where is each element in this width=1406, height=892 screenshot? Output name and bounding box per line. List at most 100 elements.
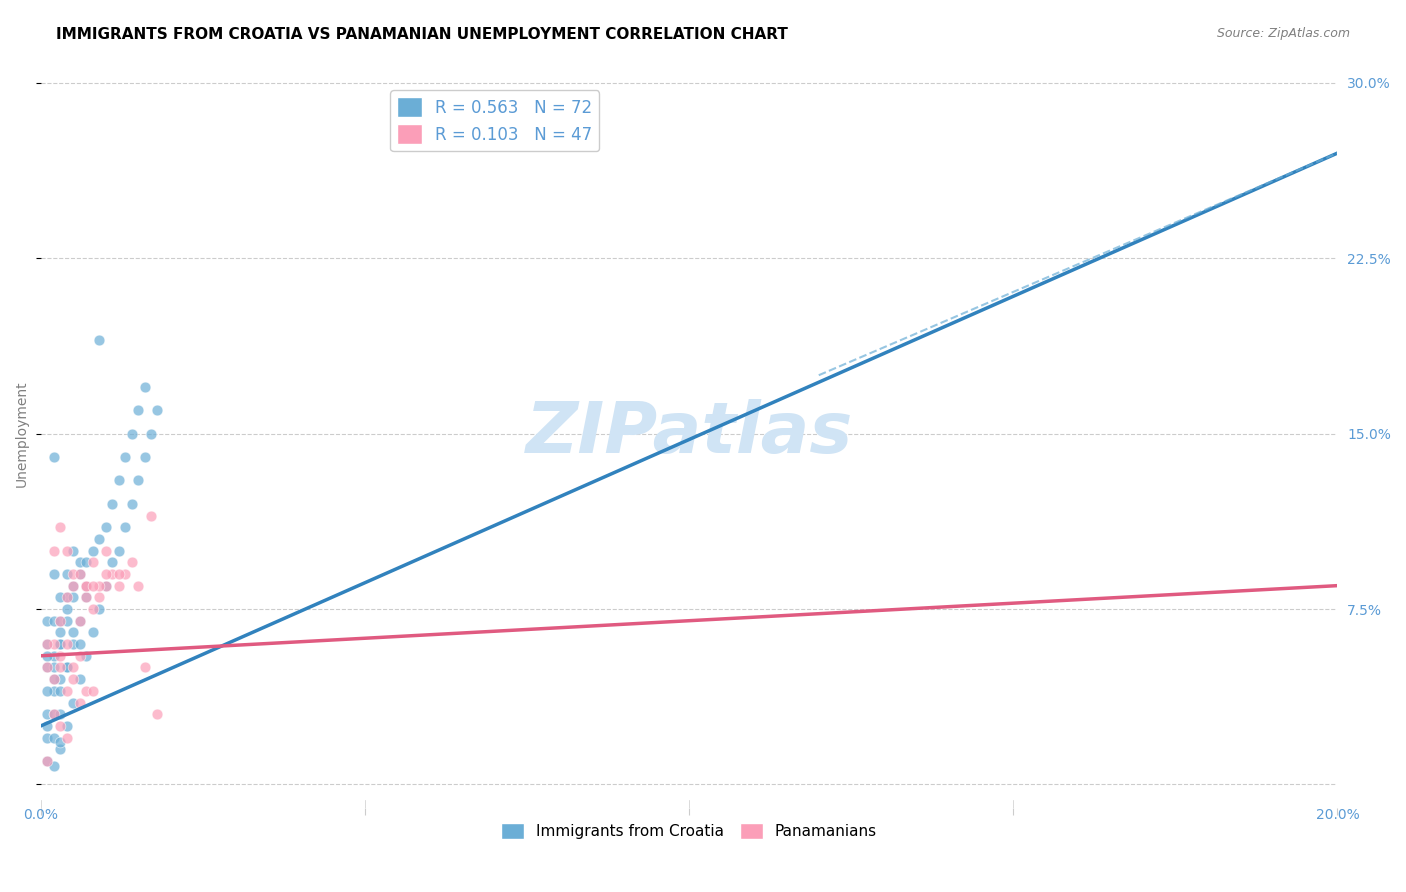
Point xyxy=(55,543,77,558)
Point xyxy=(55,637,77,651)
Point xyxy=(55,683,77,698)
Point xyxy=(37,719,59,733)
Point xyxy=(101,555,124,569)
Point xyxy=(49,637,72,651)
Point xyxy=(94,579,117,593)
Point xyxy=(114,450,136,464)
Point xyxy=(69,696,91,710)
Point xyxy=(89,602,111,616)
Point xyxy=(37,683,59,698)
Point xyxy=(49,735,72,749)
Point xyxy=(101,566,124,581)
Point xyxy=(101,497,124,511)
Point xyxy=(42,543,65,558)
Point xyxy=(69,614,91,628)
Point xyxy=(55,731,77,745)
Point xyxy=(62,543,84,558)
Point xyxy=(69,648,91,663)
Point xyxy=(139,426,162,441)
Point xyxy=(42,660,65,674)
Point xyxy=(42,450,65,464)
Point xyxy=(107,566,129,581)
Point xyxy=(146,403,169,417)
Point xyxy=(55,602,77,616)
Point xyxy=(37,660,59,674)
Point xyxy=(134,660,156,674)
Point xyxy=(55,591,77,605)
Point xyxy=(42,731,65,745)
Point xyxy=(75,579,97,593)
Point xyxy=(82,543,104,558)
Point xyxy=(42,707,65,722)
Point xyxy=(75,579,97,593)
Legend: Immigrants from Croatia, Panamanians: Immigrants from Croatia, Panamanians xyxy=(495,817,883,845)
Point xyxy=(107,543,129,558)
Point xyxy=(94,520,117,534)
Point xyxy=(127,579,149,593)
Point xyxy=(94,566,117,581)
Point xyxy=(37,648,59,663)
Point xyxy=(139,508,162,523)
Y-axis label: Unemployment: Unemployment xyxy=(15,380,30,487)
Point xyxy=(37,637,59,651)
Point xyxy=(121,497,143,511)
Point xyxy=(94,543,117,558)
Point xyxy=(69,566,91,581)
Point xyxy=(82,579,104,593)
Point xyxy=(107,579,129,593)
Point xyxy=(62,579,84,593)
Point xyxy=(42,683,65,698)
Point xyxy=(62,637,84,651)
Point xyxy=(42,566,65,581)
Point xyxy=(127,403,149,417)
Point xyxy=(75,579,97,593)
Point xyxy=(42,637,65,651)
Point xyxy=(55,660,77,674)
Point xyxy=(75,555,97,569)
Point xyxy=(89,591,111,605)
Point xyxy=(42,648,65,663)
Point xyxy=(42,672,65,686)
Point xyxy=(49,719,72,733)
Point xyxy=(42,758,65,772)
Point xyxy=(49,648,72,663)
Point xyxy=(75,648,97,663)
Point xyxy=(49,614,72,628)
Point xyxy=(127,474,149,488)
Point xyxy=(62,625,84,640)
Point xyxy=(69,637,91,651)
Point xyxy=(82,625,104,640)
Point xyxy=(146,707,169,722)
Point xyxy=(55,614,77,628)
Point xyxy=(69,555,91,569)
Point xyxy=(75,591,97,605)
Point xyxy=(42,707,65,722)
Point xyxy=(49,520,72,534)
Point xyxy=(37,660,59,674)
Point xyxy=(49,683,72,698)
Point xyxy=(49,672,72,686)
Point xyxy=(62,672,84,686)
Point xyxy=(55,660,77,674)
Point xyxy=(62,566,84,581)
Text: 0.0%: 0.0% xyxy=(24,808,58,822)
Point xyxy=(55,591,77,605)
Point xyxy=(121,555,143,569)
Point xyxy=(49,637,72,651)
Point xyxy=(49,625,72,640)
Point xyxy=(49,742,72,756)
Point xyxy=(62,591,84,605)
Point xyxy=(82,683,104,698)
Point xyxy=(42,672,65,686)
Point xyxy=(114,520,136,534)
Point xyxy=(37,754,59,768)
Point xyxy=(62,579,84,593)
Point xyxy=(82,602,104,616)
Point xyxy=(49,660,72,674)
Point xyxy=(121,426,143,441)
Point xyxy=(89,579,111,593)
Point xyxy=(69,672,91,686)
Point xyxy=(134,380,156,394)
Point xyxy=(94,579,117,593)
Point xyxy=(69,566,91,581)
